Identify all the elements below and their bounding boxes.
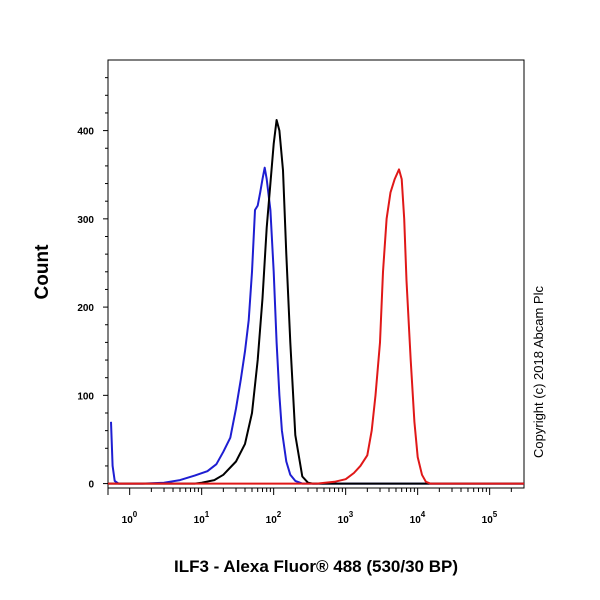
- x-tick-label: 104: [410, 510, 426, 526]
- plot-frame: [107, 59, 525, 489]
- y-tick-label: 0: [88, 480, 94, 491]
- x-tick-label: 101: [194, 510, 210, 526]
- x-tick-label: 103: [338, 510, 354, 526]
- histogram-series-1: [110, 166, 524, 485]
- y-axis-title: Count: [32, 244, 53, 300]
- y-tick-label: 100: [77, 391, 94, 402]
- x-tick-label: 100: [122, 510, 138, 526]
- series-layer: [108, 119, 524, 485]
- x-tick-label: 105: [482, 510, 498, 526]
- y-tick-label: 200: [77, 303, 94, 314]
- histogram-series-2: [108, 119, 524, 485]
- y-axis: 0 100 200 300 400: [77, 77, 108, 491]
- x-tick-label: 102: [266, 510, 282, 526]
- y-tick-label: 300: [77, 215, 94, 226]
- x-axis-title: ILF3 - Alexa Fluor® 488 (530/30 BP): [174, 557, 458, 576]
- y-tick-label: 400: [77, 127, 94, 138]
- copyright-annotation: Copyright (c) 2018 Abcam Plc: [531, 286, 546, 458]
- histogram-series-3: [108, 168, 524, 485]
- x-axis: 100 101 102 103 104 105: [107, 488, 512, 526]
